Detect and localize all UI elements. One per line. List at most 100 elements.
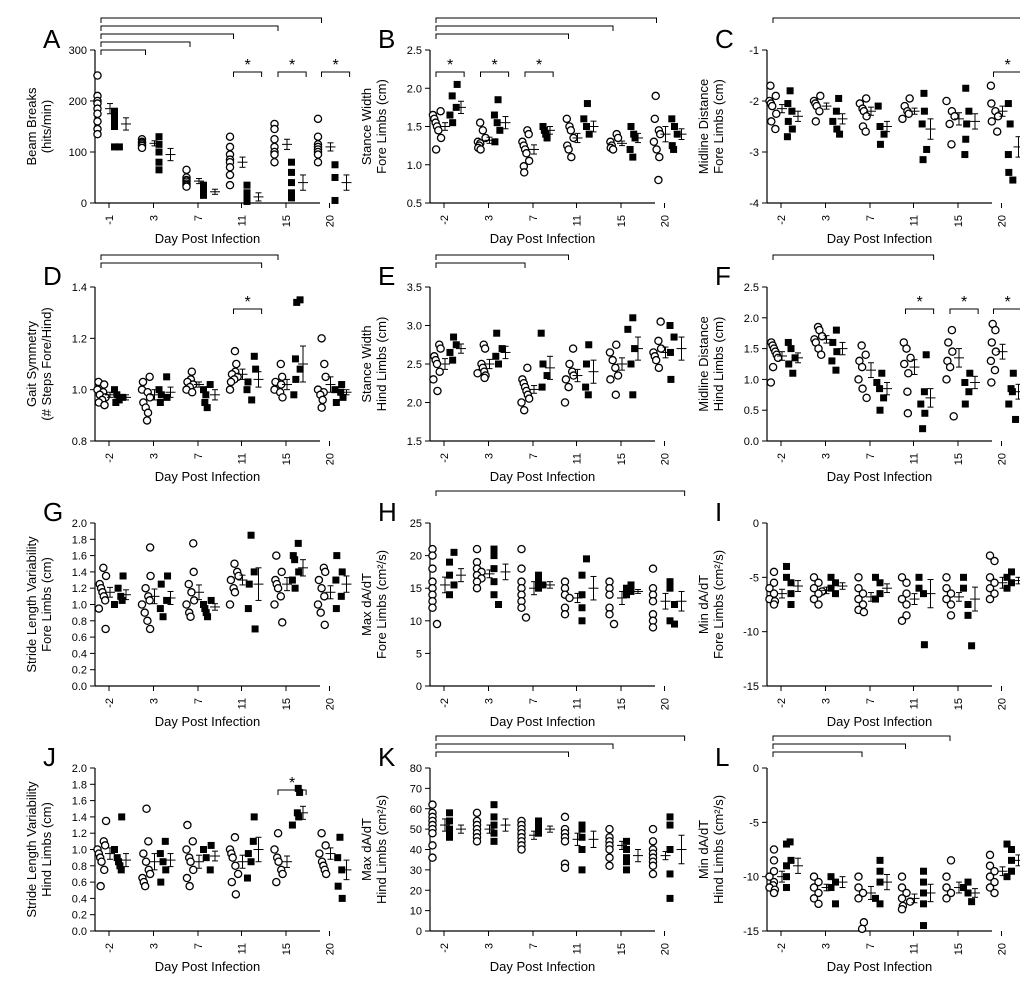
data-point-square <box>156 605 164 613</box>
data-point-circle <box>565 593 574 603</box>
y-tick-label: 1.6 <box>72 551 87 563</box>
data-point-square <box>243 197 251 205</box>
y-tick-label: 0 <box>753 518 759 530</box>
data-point-circle <box>561 375 571 384</box>
x-tick-label: 3 <box>821 943 833 949</box>
data-point-square <box>155 133 163 141</box>
data-point-circle <box>651 355 661 365</box>
data-point-circle <box>93 71 102 80</box>
data-point-circle <box>560 610 570 619</box>
y-axis-label-line: Hind Limbs (cm) <box>711 317 726 412</box>
x-tick-label: 3 <box>821 215 833 221</box>
y-tick-label: 1.5 <box>407 122 422 134</box>
data-point-circle <box>990 877 999 887</box>
data-point-square <box>162 866 170 874</box>
data-point-square <box>294 539 302 547</box>
y-axis-label-line: Fore Limbs (cm²/s) <box>374 550 389 659</box>
y-axis-label: Midline DistanceFore Limbs (cm) <box>696 79 726 174</box>
data-point-square <box>920 590 927 598</box>
data-point-square <box>578 571 586 579</box>
data-point-square <box>832 590 839 598</box>
data-point-circle <box>771 124 780 134</box>
x-tick-label: -2 <box>104 943 116 953</box>
data-point-circle <box>519 405 529 415</box>
y-tick-label: 0 <box>416 926 422 938</box>
data-point-square <box>490 829 498 837</box>
significance-bracket <box>435 490 686 496</box>
y-axis-label-line: Fore Limbs (cm) <box>711 79 726 174</box>
x-tick-label: -2 <box>439 698 451 708</box>
y-tick-label: -3 <box>749 147 759 159</box>
y-tick-label: 0.4 <box>72 893 87 905</box>
x-axis-label: Day Post Infection <box>827 231 933 246</box>
data-point-circle <box>188 865 198 875</box>
panel-j: J 0.0 0.2 0.4 0.6 0.8 1.0 1.2 1.4 1.6 1.8 2.0 -2 3 7 11… <box>24 742 352 974</box>
data-point-square <box>1005 400 1013 408</box>
data-point-square <box>832 107 840 115</box>
significance-star: * <box>916 294 922 311</box>
x-tick-label: 7 <box>193 215 205 221</box>
data-point-square <box>337 592 345 600</box>
data-point-circle <box>854 573 863 582</box>
data-point-circle <box>230 559 239 569</box>
data-point-circle <box>897 894 907 903</box>
data-point-square <box>961 378 969 386</box>
panel-letter: J <box>43 742 56 772</box>
y-tick-label: 0.4 <box>72 648 87 660</box>
data-point-circle <box>313 157 323 167</box>
data-point-circle <box>809 894 819 903</box>
x-tick-label: 20 <box>997 943 1009 955</box>
y-axis-label-line: Max dA/dT <box>359 573 374 636</box>
data-point-square <box>578 604 586 612</box>
data-point-circle <box>101 816 111 826</box>
x-tick-label: -2 <box>439 453 451 463</box>
x-tick-label: 20 <box>660 943 672 955</box>
x-tick-label: 7 <box>528 943 540 949</box>
data-point-square <box>783 840 790 848</box>
data-point-circle <box>99 563 108 573</box>
data-point-circle <box>270 124 279 134</box>
data-point-square <box>117 592 125 600</box>
x-tick-label: 3 <box>821 698 833 704</box>
data-point-square <box>918 120 926 128</box>
data-point-circle <box>769 866 779 876</box>
significance-bracket <box>524 71 554 77</box>
data-point-square <box>244 850 252 858</box>
data-point-circle <box>145 372 154 382</box>
data-point-circle <box>188 539 198 548</box>
data-point-circle <box>234 571 243 581</box>
x-tick-label: 7 <box>528 698 540 704</box>
x-tick-label: -2 <box>104 698 116 708</box>
data-point-circle <box>317 403 326 412</box>
y-tick-label: 30 <box>410 865 422 877</box>
panel-letter: L <box>715 742 729 772</box>
panel-letter: A <box>43 24 61 54</box>
y-tick-label: 15 <box>410 583 422 595</box>
data-point-circle <box>609 619 619 629</box>
significance-bracket <box>435 743 614 749</box>
data-point-circle <box>187 387 197 397</box>
x-axis-label: Day Post Infection <box>827 469 933 484</box>
data-point-square <box>539 123 547 130</box>
data-point-square <box>490 837 498 845</box>
data-point-circle <box>946 611 956 620</box>
data-point-circle <box>436 344 445 353</box>
data-point-square <box>829 117 837 125</box>
data-point-square <box>332 576 340 584</box>
data-point-square <box>965 107 973 115</box>
data-point-circle <box>648 837 658 846</box>
data-point-circle <box>814 600 823 609</box>
data-point-square <box>243 181 251 189</box>
data-point-circle <box>433 386 442 396</box>
x-tick-label: 3 <box>484 943 496 949</box>
data-point-square <box>203 404 211 412</box>
data-point-circle <box>317 828 326 838</box>
data-point-circle <box>317 334 326 343</box>
data-point-circle <box>611 363 620 373</box>
data-point-square <box>784 117 792 125</box>
data-point-square <box>878 369 886 377</box>
x-tick-label: -2 <box>776 698 788 708</box>
data-point-circle <box>225 163 235 172</box>
data-point-circle <box>815 106 824 116</box>
data-point-square <box>585 341 593 349</box>
